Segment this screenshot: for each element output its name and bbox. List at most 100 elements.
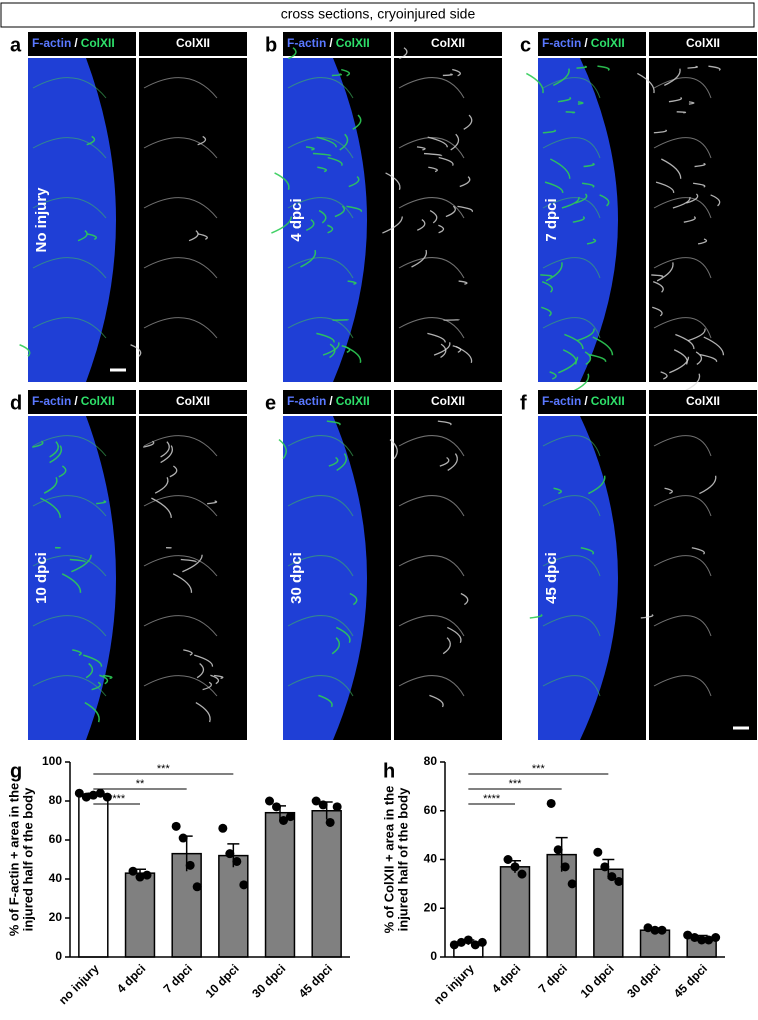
septum (287, 197, 354, 219)
septum (32, 435, 107, 457)
significance-label: *** (532, 763, 546, 775)
data-point (272, 802, 281, 812)
collagen-green (529, 613, 543, 619)
label-bar (28, 390, 136, 414)
colxii-image (394, 416, 502, 740)
x-tick-label: 30 dpci (249, 961, 288, 1000)
collagen-green (40, 497, 61, 518)
collagen-green (545, 262, 563, 282)
septum-white (143, 197, 218, 219)
data-point (600, 862, 610, 872)
panel-letter: c (520, 34, 531, 56)
tissue (538, 416, 618, 740)
bar (78, 794, 109, 958)
y-tick-label: 40 (424, 852, 438, 866)
panel-letter: d (10, 392, 22, 414)
collagen-white (676, 111, 687, 114)
septum (542, 77, 601, 99)
collagen-green (348, 176, 360, 188)
merge-label-part: ColXII (336, 394, 370, 408)
collagen-white (180, 558, 197, 563)
data-point (711, 933, 721, 942)
collagen-white (669, 356, 690, 374)
label-bar (649, 32, 757, 56)
septum (287, 435, 354, 457)
collagen-green (346, 205, 363, 213)
data-point (643, 923, 653, 933)
collagen-white (196, 663, 205, 679)
collagen-white (427, 332, 446, 343)
collagen-white (399, 47, 408, 60)
collagen-green (586, 238, 597, 245)
merge-label-part: / (329, 394, 333, 408)
collagen-green (71, 554, 92, 573)
data-point (560, 862, 570, 872)
collagen-green (339, 133, 349, 151)
septum-white (398, 197, 465, 219)
collagen-green (549, 371, 557, 380)
collagen-white (710, 194, 721, 207)
collagen-white (652, 306, 663, 317)
collagen-white (182, 554, 203, 573)
y-axis-label: % of ColXII + area in the (381, 786, 396, 934)
merge-label: F-actin / ColXII (542, 394, 625, 408)
collagen-green (334, 205, 346, 218)
collagen-white (691, 547, 705, 555)
collagen-green (564, 333, 584, 350)
collagen-white (457, 205, 473, 213)
collagen-white (699, 353, 718, 363)
merge-label: F-actin / ColXII (32, 394, 115, 408)
collagen-green (347, 280, 357, 285)
label-bar (28, 32, 136, 56)
collagen-green (58, 465, 67, 478)
y-tick-label: 60 (49, 832, 63, 846)
septum (542, 257, 601, 279)
data-point (135, 872, 145, 882)
collagen-white (653, 129, 667, 134)
septum (542, 615, 601, 637)
collagen-white (693, 182, 706, 188)
condition-label: 7 dpci (543, 198, 560, 241)
collagen-white (442, 637, 451, 655)
x-tick-label: 45 dpci (296, 961, 335, 1000)
collagen-green (305, 146, 315, 151)
collagen-white (458, 280, 468, 285)
collagen-green (327, 156, 343, 167)
septum-white (653, 435, 712, 457)
septum-white (398, 675, 465, 697)
chart-letter: g (10, 760, 22, 782)
collagen-green (96, 500, 107, 505)
septum (287, 77, 354, 99)
septum (32, 77, 107, 99)
data-point (225, 849, 235, 859)
septum (287, 137, 354, 159)
condition-label: 30 dpci (288, 552, 305, 604)
collagen-green (99, 674, 109, 685)
collagen-white (151, 497, 172, 518)
y-tick-label: 100 (42, 754, 62, 768)
septum (287, 257, 354, 279)
data-point (102, 792, 112, 802)
collagen-white (437, 420, 452, 426)
single-label: ColXII (686, 394, 720, 408)
collagen-green (588, 475, 606, 495)
bar (311, 810, 342, 958)
collagen-white (655, 181, 675, 194)
data-point (517, 869, 527, 879)
collagen-green (77, 230, 88, 242)
x-tick-label: 7 dpci (161, 961, 195, 995)
collagen-green (541, 280, 553, 293)
septum-white (398, 435, 465, 457)
septum (542, 435, 601, 457)
merge-label-part: / (329, 36, 333, 50)
collagen-white (664, 68, 681, 86)
collagen-green (583, 162, 595, 168)
septum-white (653, 137, 712, 159)
collagen-white (708, 65, 721, 71)
septum-white (398, 555, 465, 577)
data-point (593, 847, 603, 857)
septum-white (143, 317, 218, 339)
collagen-green (541, 306, 552, 317)
septum (32, 257, 107, 279)
